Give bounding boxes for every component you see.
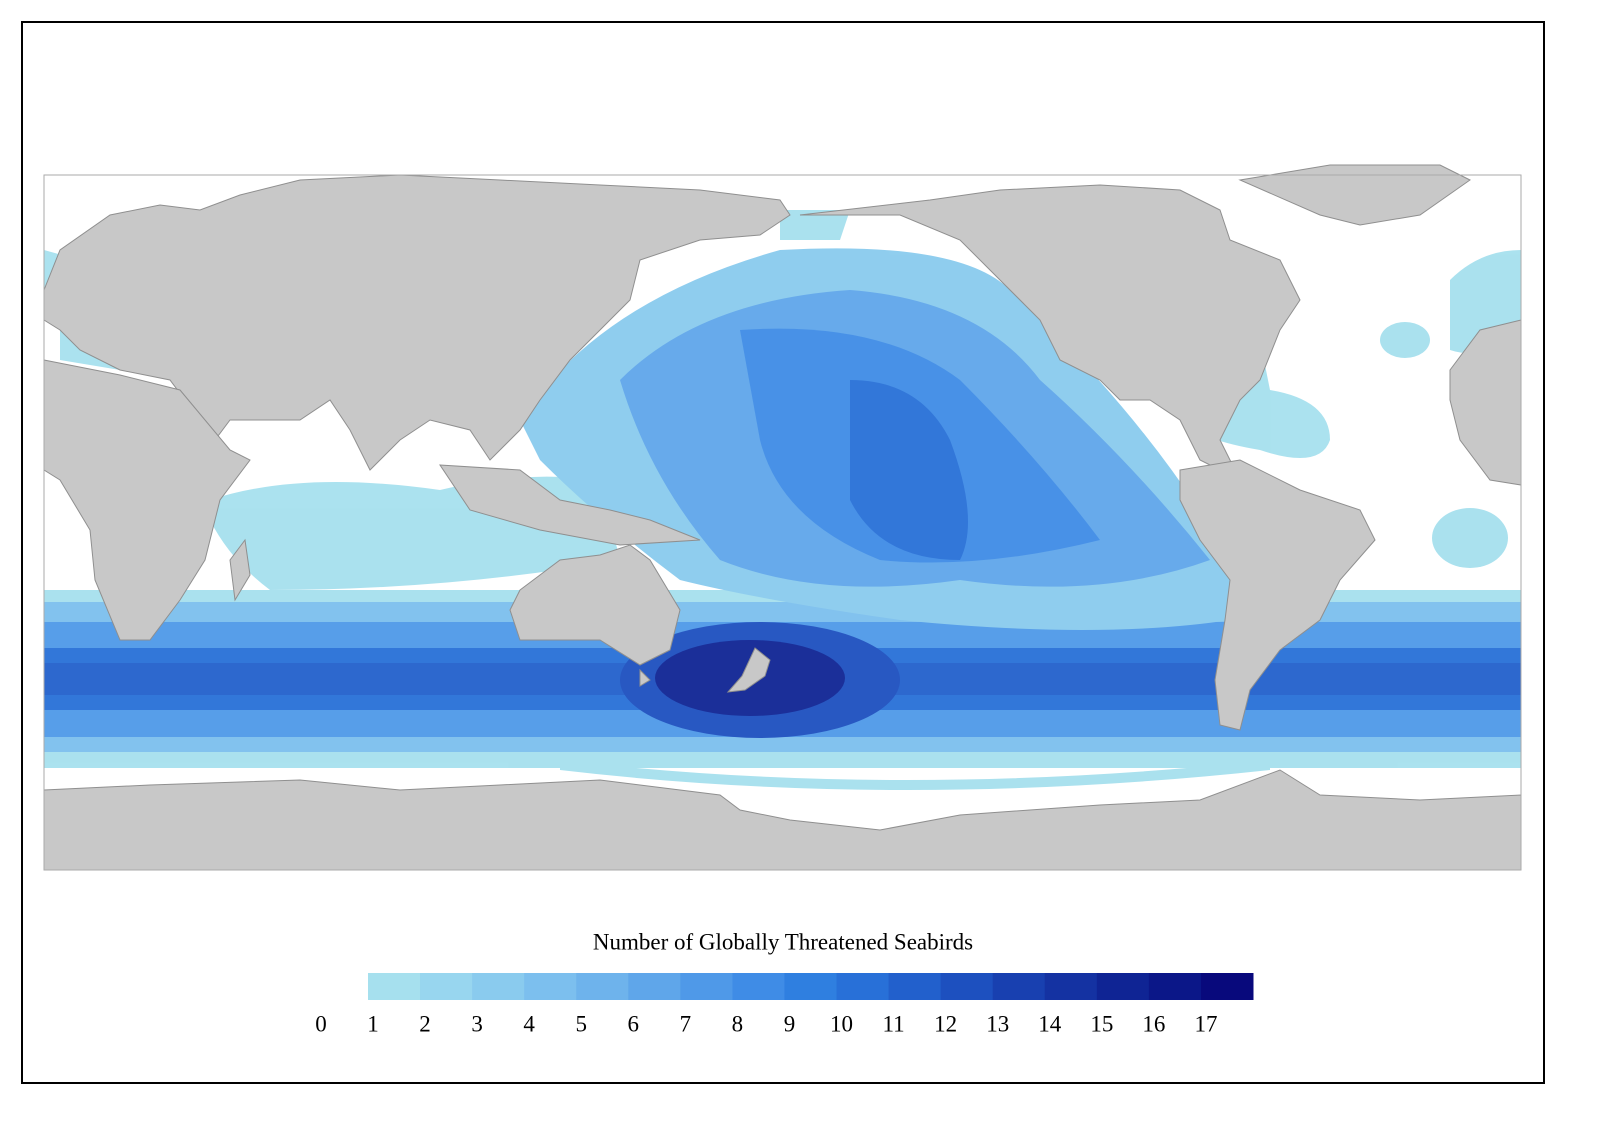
europe-africa-east	[1449, 319, 1522, 486]
color-bin	[1148, 973, 1202, 1000]
legend-tick-label: 12	[934, 1011, 957, 1036]
madagascar	[229, 538, 251, 602]
land	[43, 164, 1522, 871]
color-bin	[368, 973, 421, 1000]
legend-title: Number of Globally Threatened Seabirds	[593, 929, 973, 954]
color-bin	[680, 973, 733, 1000]
legend-tick-label: 10	[830, 1011, 853, 1036]
range-layers	[44, 210, 1521, 790]
greenland	[1238, 164, 1471, 226]
range	[1380, 322, 1430, 358]
color-scale: 0 1 2 3 4 5 6 7 8 9 10 11 12 13 14 15 16 17	[315, 973, 1254, 1036]
color-bin	[576, 973, 629, 1000]
color-bin	[732, 973, 785, 1000]
maritime-asia	[439, 464, 701, 546]
legend-tick-label: 13	[986, 1011, 1009, 1036]
legend-tick-label: 2	[419, 1011, 431, 1036]
color-bin	[888, 973, 942, 1000]
legend-tick-label: 7	[680, 1011, 692, 1036]
australia	[509, 544, 681, 666]
range	[1432, 508, 1508, 568]
range	[850, 380, 968, 560]
color-bin	[784, 973, 838, 1000]
map	[43, 164, 1522, 871]
color-bin	[1096, 973, 1150, 1000]
map-border	[43, 174, 1522, 871]
legend-tick-label: 9	[784, 1011, 796, 1036]
legend-tick-label: 5	[575, 1011, 587, 1036]
color-bin	[628, 973, 681, 1000]
color-bin	[524, 973, 577, 1000]
range	[780, 210, 850, 240]
legend-tick-label: 11	[883, 1011, 905, 1036]
legend-tick-label: 6	[628, 1011, 640, 1036]
legend-tick-label: 3	[471, 1011, 483, 1036]
legend-tick-label: 14	[1038, 1011, 1062, 1036]
legend-tick-label: 0	[315, 1011, 327, 1036]
color-bin	[992, 973, 1046, 1000]
africa	[43, 359, 251, 641]
color-bin	[836, 973, 890, 1000]
legend-tick-label: 15	[1090, 1011, 1113, 1036]
color-bin	[1200, 973, 1254, 1000]
range	[560, 760, 1270, 790]
legend-tick-label: 1	[367, 1011, 379, 1036]
legend-tick-label: 8	[732, 1011, 744, 1036]
color-bin	[420, 973, 473, 1000]
legend-tick-label: 16	[1142, 1011, 1165, 1036]
tasmania	[639, 668, 651, 687]
legend-tick-label: 17	[1194, 1011, 1217, 1036]
new-zealand	[726, 647, 771, 693]
color-bin	[940, 973, 994, 1000]
color-bin	[472, 973, 525, 1000]
north-america	[799, 184, 1301, 482]
legend-tick-label: 4	[523, 1011, 535, 1036]
color-bin	[1044, 973, 1098, 1000]
antarctica	[43, 769, 1522, 871]
south-america	[1179, 459, 1376, 731]
